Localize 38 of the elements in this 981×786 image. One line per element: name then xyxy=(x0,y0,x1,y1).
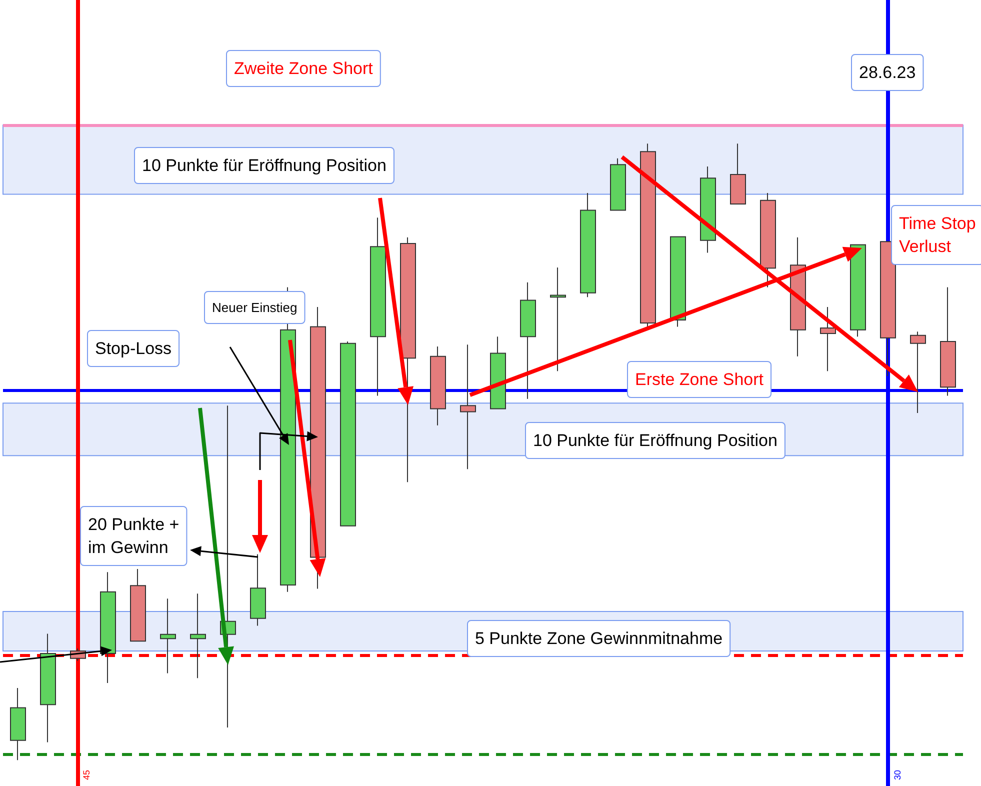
candlestick xyxy=(610,158,626,211)
text: Zweite Zone Short xyxy=(234,59,374,78)
annotation: 20 Punkte + im Gewinn xyxy=(88,515,180,557)
candlestick xyxy=(850,244,866,338)
annotation: 10 Punkte für Eröffnung Position xyxy=(142,156,386,175)
candlestick xyxy=(640,143,656,328)
annotation: 5 Punkte Zone Gewinnmitnahme xyxy=(475,629,723,648)
candlestick xyxy=(550,267,566,372)
candlestick xyxy=(460,344,476,470)
candlestick xyxy=(10,687,26,761)
text: 45 xyxy=(82,770,92,780)
candlestick xyxy=(340,341,356,526)
candlestick xyxy=(250,554,266,626)
annotation: Neuer Einstieg xyxy=(212,300,298,315)
annotation: 10 Punkte für Eröffnung Position xyxy=(533,431,778,450)
candlestick xyxy=(580,192,596,298)
candlestick xyxy=(370,217,386,396)
candlestick xyxy=(940,286,956,396)
annotation: Stop-Loss xyxy=(95,339,172,358)
candlestick xyxy=(880,241,896,377)
candlestick xyxy=(670,236,686,328)
candlestick xyxy=(100,572,116,684)
candlestick xyxy=(910,331,926,414)
candlestick xyxy=(160,598,176,674)
candlestick xyxy=(760,192,776,288)
candlestick xyxy=(130,568,146,642)
text: 28.6.23 xyxy=(859,63,916,82)
candlestick xyxy=(730,143,746,205)
candlestick xyxy=(40,633,56,743)
candlestick xyxy=(820,306,836,372)
text: 30 xyxy=(892,770,902,780)
candlestick xyxy=(190,593,206,679)
candlestick xyxy=(430,346,446,426)
candlestick xyxy=(490,336,506,410)
annotation: Erste Zone Short xyxy=(635,370,764,389)
candlestick xyxy=(520,282,536,400)
candlestick xyxy=(700,166,716,254)
annotation: Time Stop Verlust xyxy=(899,214,976,256)
